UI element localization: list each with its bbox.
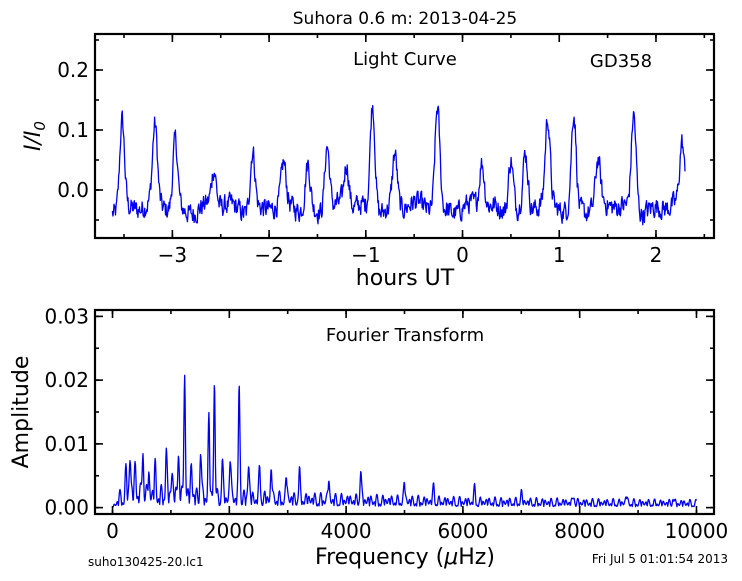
fourier-xtick-label: 2000: [204, 519, 255, 543]
light-curve-panel: −3 −2 −1 0 1 2 0.0 0.1 0.2 Light Curve GD358 hou…: [21, 32, 716, 291]
footer-timestamp: Fri Jul 5 01:01:54 2013: [592, 552, 728, 566]
figure-title: Suhora 0.6 m: 2013-04-25: [293, 9, 517, 29]
fourier-xtick-label: 6000: [437, 519, 488, 543]
light-curve-xtick-label: −3: [158, 243, 187, 267]
fourier-series: [112, 374, 698, 509]
footer-filename: suho130425-20.lc1: [88, 555, 204, 569]
light-curve-ytick-label: 0.0: [57, 178, 89, 202]
fourier-xlabel-unit: Hz): [458, 545, 495, 570]
fourier-ticks: 0 2000 4000 6000 8000 10000 0.00 0.01 0.02 0.03: [44, 304, 728, 543]
light-curve-series: [111, 105, 686, 226]
light-curve-xtick-label: −1: [351, 243, 380, 267]
light-curve-xtick-label: 0: [456, 243, 469, 267]
fourier-ytick-label: 0.00: [44, 496, 89, 520]
fourier-xtick-label: 10000: [665, 519, 729, 543]
light-curve-xtick-label: −2: [254, 243, 283, 267]
fourier-panel: 0 2000 4000 6000 8000 10000 0.00 0.01 0.02 0.03 F…: [9, 304, 728, 570]
fourier-ylabel: Amplitude: [9, 356, 34, 469]
light-curve-ytick-label: 0.1: [57, 118, 89, 142]
fourier-xlabel-main: Frequency (: [315, 545, 444, 570]
fourier-xlabel-mu: μ: [443, 545, 458, 570]
fourier-annotation: Fourier Transform: [326, 325, 484, 346]
light-curve-annotation: Light Curve: [353, 49, 457, 70]
light-curve-ticks: −3 −2 −1 0 1 2 0.0 0.1 0.2: [57, 34, 714, 267]
fourier-xtick-label: 0: [106, 519, 119, 543]
light-curve-ytick-label: 0.2: [57, 58, 89, 82]
light-curve-xtick-label: 1: [553, 243, 566, 267]
light-curve-ylabel-sub: 0: [31, 121, 49, 131]
light-curve-xtick-label: 2: [650, 243, 663, 267]
fourier-ytick-label: 0.01: [44, 432, 89, 456]
fourier-xtick-label: 4000: [321, 519, 372, 543]
light-curve-xlabel: hours UT: [356, 266, 455, 291]
light-curve-ylabel-main: I/I: [21, 131, 46, 151]
fourier-xtick-label: 8000: [554, 519, 605, 543]
fourier-xlabel: Frequency (μHz): [315, 545, 495, 570]
fourier-ytick-label: 0.02: [44, 368, 89, 392]
light-curve-ylabel: I/I0: [21, 121, 49, 151]
star-name-annotation: GD358: [590, 51, 652, 72]
light-curve-frame: [93, 32, 716, 240]
fourier-ytick-label: 0.03: [44, 304, 89, 328]
